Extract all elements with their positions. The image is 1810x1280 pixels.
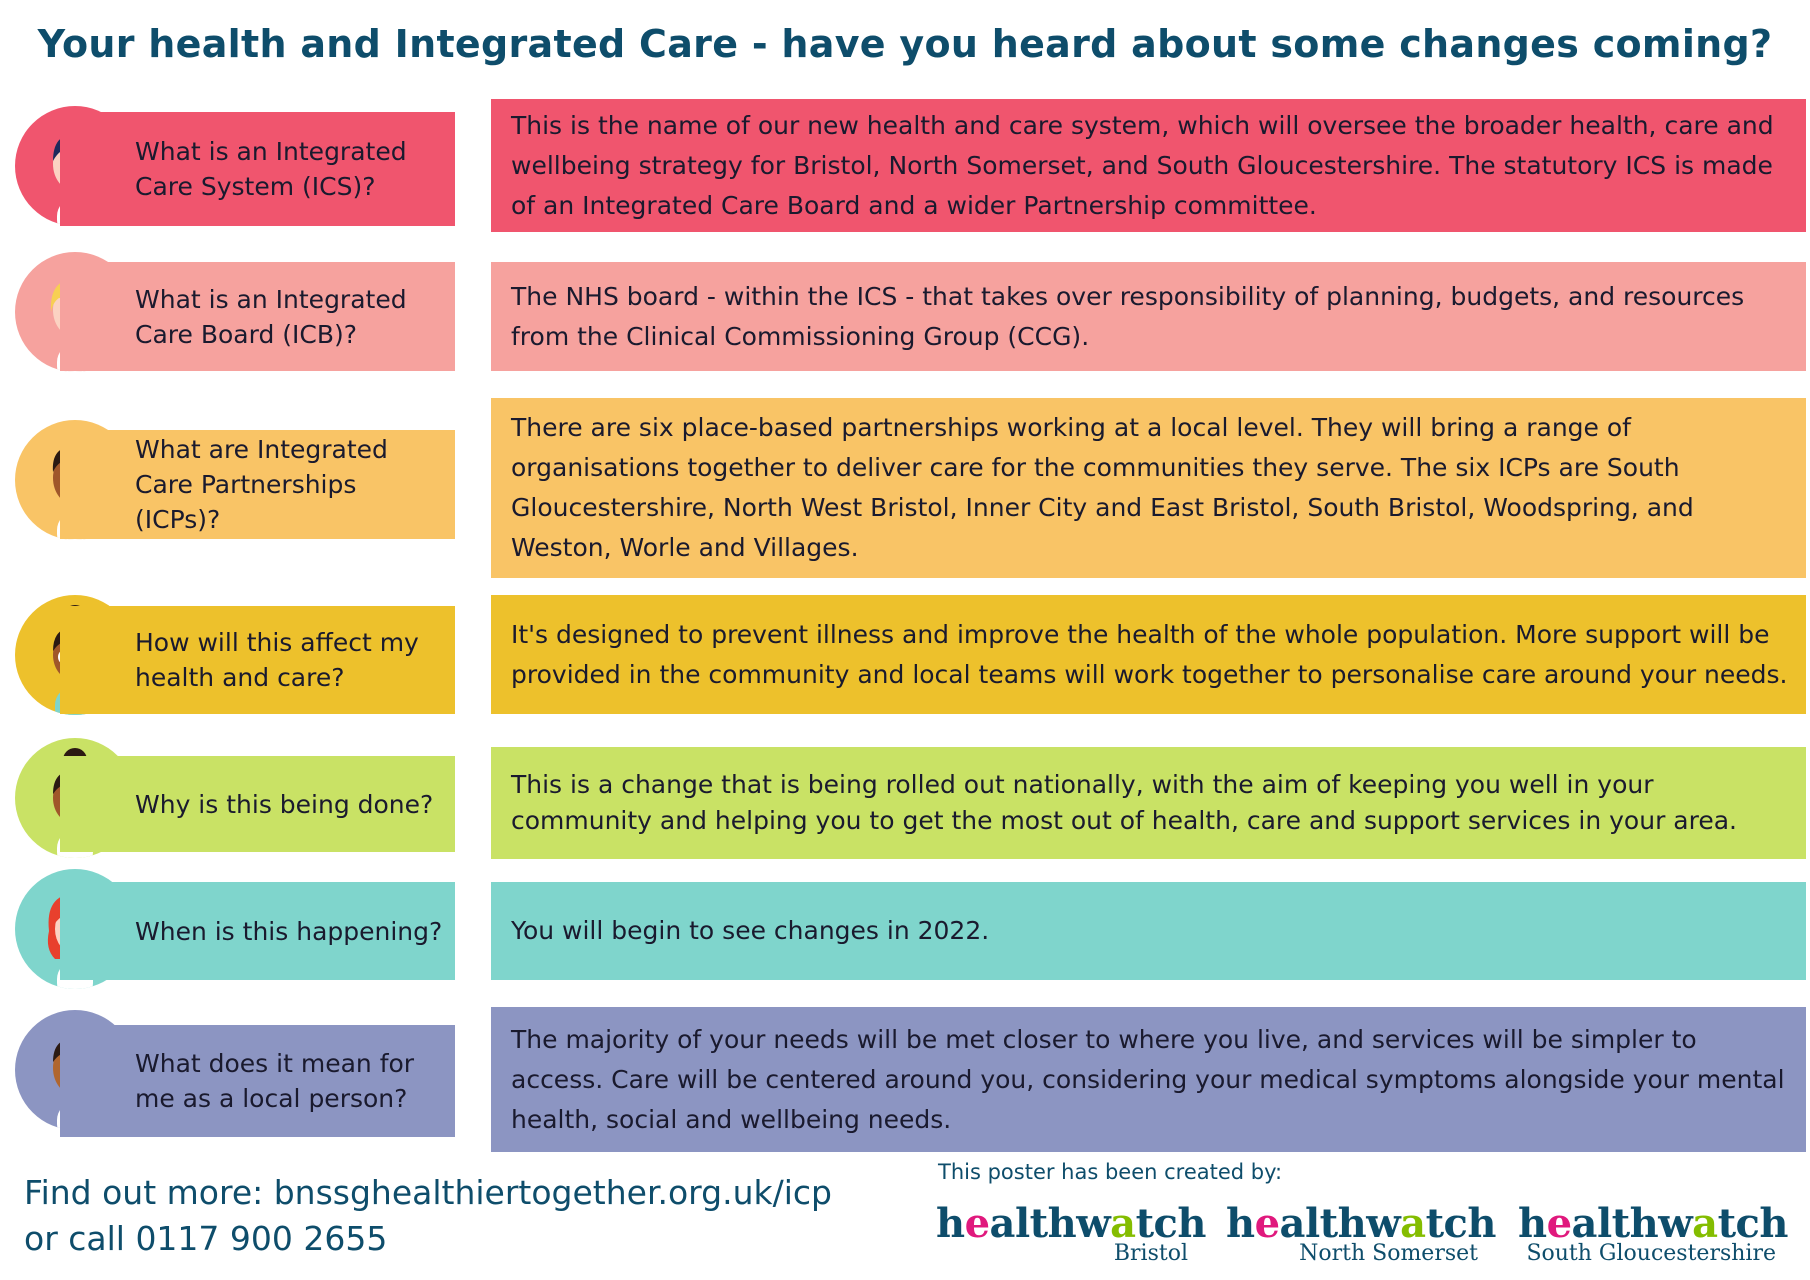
- page-title: Your health and Integrated Care - have y…: [37, 22, 1773, 66]
- call-number: or call 0117 900 2655: [24, 1219, 388, 1258]
- question-text: How will this affect my health and care?: [135, 628, 419, 692]
- logo-place: North Somerset: [1299, 1241, 1478, 1266]
- question-text: What are Integrated Care Partnerships (I…: [135, 435, 388, 534]
- answer-box: The majority of your needs will be met c…: [491, 1007, 1806, 1152]
- healthwatch-bristol-logo: healthwatch Bristol: [936, 1200, 1207, 1266]
- question-box: What does it mean for me as a local pers…: [60, 1025, 455, 1137]
- logo-place: Bristol: [1113, 1241, 1188, 1266]
- answer-box: This is the name of our new health and c…: [491, 99, 1806, 232]
- answer-text: The majority of your needs will be met c…: [511, 1024, 1785, 1134]
- healthwatch-south-gloucestershire-logo: healthwatch South Gloucestershire: [1518, 1200, 1789, 1266]
- find-out-more: Find out more: bnssghealthiertogether.or…: [24, 1170, 832, 1262]
- question-box: When is this happening?: [60, 882, 455, 980]
- question-text: What is an Integrated Care System (ICS)?: [135, 137, 407, 201]
- answer-text: The NHS board - within the ICS - that ta…: [511, 281, 1745, 351]
- answer-text: This is a change that is being rolled ou…: [511, 770, 1737, 835]
- answer-box: The NHS board - within the ICS - that ta…: [491, 262, 1806, 371]
- question-text: When is this happening?: [135, 916, 443, 946]
- question-box: What is an Integrated Care Board (ICB)?: [60, 262, 455, 371]
- answer-text: This is the name of our new health and c…: [511, 110, 1774, 220]
- answer-box: There are six place-based partnerships w…: [491, 398, 1806, 578]
- answer-box: You will begin to see changes in 2022.: [491, 882, 1806, 980]
- question-box: What is an Integrated Care System (ICS)?: [60, 112, 455, 226]
- question-text: What does it mean for me as a local pers…: [135, 1049, 415, 1113]
- answer-box: This is a change that is being rolled ou…: [491, 747, 1806, 859]
- question-box: How will this affect my health and care?: [60, 606, 455, 714]
- question-text: What is an Integrated Care Board (ICB)?: [135, 284, 407, 349]
- healthwatch-north-somerset-logo: healthwatch North Somerset: [1226, 1200, 1497, 1266]
- answer-text: You will begin to see changes in 2022.: [511, 916, 990, 945]
- question-text: Why is this being done?: [135, 789, 434, 819]
- question-box: What are Integrated Care Partnerships (I…: [60, 430, 455, 539]
- find-out-more-link[interactable]: Find out more: bnssghealthiertogether.or…: [24, 1173, 833, 1212]
- answer-box: It's designed to prevent illness and imp…: [491, 595, 1806, 714]
- answer-text: There are six place-based partnerships w…: [511, 413, 1694, 562]
- answer-text: It's designed to prevent illness and imp…: [511, 619, 1788, 689]
- logo-place: South Gloucestershire: [1526, 1241, 1776, 1266]
- question-box: Why is this being done?: [60, 756, 455, 852]
- created-by-label: This poster has been created by:: [938, 1160, 1283, 1184]
